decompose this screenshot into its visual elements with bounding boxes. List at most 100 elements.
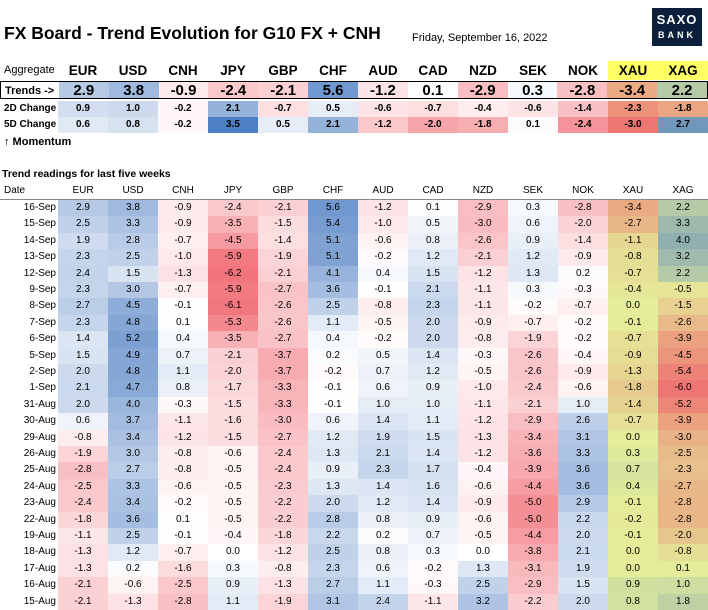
table-row: 16-Sep 2.9 3.8 -0.9 -2.4 -2.1 5.6 -1.2 0.1 -2.9 0.…	[0, 200, 708, 217]
cell-xau: -3.4	[608, 200, 658, 217]
cell-xag: 0.1	[658, 560, 708, 578]
cell-nzd: -2.6	[458, 232, 508, 250]
change-2d-value-xau: -2.3	[608, 101, 658, 117]
aggregate-currency-nzd: NZD	[469, 63, 497, 78]
cell-gbp: -2.7	[258, 282, 308, 299]
table-row: 8-Sep 2.7 4.5 -0.1 -6.1 -2.6 2.5 -0.8 2.3 -1.1 -0.…	[0, 298, 708, 315]
cell-cad: 1.5	[408, 429, 458, 446]
change-5d-value-cad: -2.0	[408, 117, 458, 133]
cell-sek: -3.9	[508, 462, 558, 479]
row-date: 14-Sep	[23, 234, 56, 246]
cell-aud: 1.4	[358, 478, 408, 496]
cell-cad: 0.7	[408, 528, 458, 545]
cell-aud: -0.8	[358, 298, 408, 315]
cell-nok: 2.0	[558, 593, 608, 610]
cell-gbp: -3.3	[258, 380, 308, 397]
cell-gbp: -1.2	[258, 544, 308, 561]
cell-xau: 0.0	[608, 560, 658, 578]
row-date: 19-Aug	[23, 530, 56, 541]
cell-cnh: -1.3	[158, 265, 208, 282]
cell-xau: -0.7	[608, 413, 658, 430]
cell-gbp: -1.8	[258, 528, 308, 545]
column-header-gbp: GBP	[272, 185, 294, 196]
aggregate-currency-xag: XAG	[658, 61, 708, 80]
cell-nok: -0.4	[558, 347, 608, 364]
cell-cnh: 0.1	[158, 511, 208, 528]
cell-cnh: -1.1	[158, 413, 208, 430]
table-row: 29-Aug -0.8 3.4 -1.2 -1.5 -2.7 1.2 1.9 1.5 -1.3 -3…	[0, 429, 708, 446]
cell-jpy: -5.3	[208, 314, 258, 332]
cell-chf: 5.1	[308, 249, 358, 266]
aggregate-label: Aggregate	[4, 64, 55, 76]
cell-cad: 2.0	[408, 331, 458, 348]
cell-chf: 4.1	[308, 265, 358, 282]
cell-xag: 1.8	[658, 593, 708, 610]
cell-nzd: -0.4	[458, 462, 508, 479]
readings-title: Trend readings for last five weeks	[2, 168, 171, 180]
cell-aud: -0.2	[358, 331, 408, 348]
cell-xau: 0.9	[608, 577, 658, 594]
cell-cad: 0.8	[408, 232, 458, 250]
cell-chf: 0.4	[308, 331, 358, 348]
cell-xau: -1.8	[608, 380, 658, 397]
cell-aud: -0.5	[358, 314, 408, 332]
row-date: 8-Sep	[29, 300, 56, 312]
trend-value-aud: -1.2	[358, 82, 408, 99]
change-5d-row: 5D Change 0.6 0.8 -0.2 3.5 0.5 2.1 -1.2 -2.0 -1.…	[0, 117, 708, 133]
cell-eur: 1.5	[58, 347, 108, 364]
cell-nzd: 0.0	[458, 544, 508, 561]
cell-xag: 4.0	[658, 232, 708, 250]
cell-xau: -0.1	[608, 314, 658, 332]
cell-nok: 1.0	[558, 396, 608, 414]
cell-nok: -0.2	[558, 331, 608, 348]
table-row: 1-Sep 2.1 4.7 0.8 -1.7 -3.3 -0.1 0.6 0.9 -1.0 -2.4…	[0, 380, 708, 397]
column-header-jpy: JPY	[223, 185, 243, 196]
cell-eur: -2.4	[58, 495, 108, 512]
cell-jpy: -0.5	[208, 478, 258, 496]
cell-cad: -0.2	[408, 560, 458, 578]
table-row: 7-Sep 2.3 4.8 0.1 -5.3 -2.6 1.1 -0.5 2.0 -0.9 -0.7…	[0, 314, 708, 332]
cell-nzd: -0.9	[458, 495, 508, 512]
cell-nok: -0.9	[558, 249, 608, 266]
cell-nzd: 3.2	[458, 593, 508, 610]
cell-xag: -2.0	[658, 528, 708, 545]
cell-nok: -0.2	[558, 314, 608, 332]
change-2d-value-cad: -0.7	[408, 101, 458, 117]
cell-sek: -5.0	[508, 495, 558, 512]
change-2d-value-eur: 0.9	[58, 101, 108, 117]
cell-nzd: -3.0	[458, 216, 508, 233]
cell-xag: -6.0	[658, 380, 708, 397]
cell-cnh: -0.8	[158, 446, 208, 463]
date-column-header: Date	[4, 185, 26, 196]
cell-cnh: 1.1	[158, 364, 208, 381]
page-title: FX Board - Trend Evolution for G10 FX + …	[4, 23, 381, 43]
cell-aud: 1.0	[358, 396, 408, 414]
cell-usd: 4.0	[108, 396, 158, 414]
cell-xau: -1.4	[608, 396, 658, 414]
cell-nok: 2.0	[558, 528, 608, 545]
cell-nzd: -1.2	[458, 265, 508, 282]
cell-eur: -2.1	[58, 593, 108, 610]
table-row: 31-Aug 2.0 4.0 -0.3 -1.5 -3.3 -0.1 1.0 1.0 -1.1 -2…	[0, 396, 708, 414]
change-2d-label: 2D Change	[4, 103, 57, 114]
cell-aud: 0.8	[358, 511, 408, 528]
cell-cad: 1.7	[408, 462, 458, 479]
cell-sek: -2.6	[508, 364, 558, 381]
cell-aud: 0.6	[358, 560, 408, 578]
row-date: 22-Aug	[23, 513, 56, 525]
cell-cnh: -0.2	[158, 495, 208, 512]
cell-nok: 3.3	[558, 446, 608, 463]
cell-cad: 2.1	[408, 282, 458, 299]
cell-gbp: -2.4	[258, 462, 308, 479]
cell-nok: 1.9	[558, 560, 608, 578]
cell-usd: 3.4	[108, 429, 158, 446]
cell-usd: 4.5	[108, 298, 158, 315]
cell-usd: -1.3	[108, 593, 158, 610]
change-2d-value-sek: -0.6	[508, 101, 558, 117]
cell-xau: -0.8	[608, 249, 658, 266]
trend-value-nok: -2.8	[557, 82, 608, 99]
cell-cad: 0.5	[408, 216, 458, 233]
cell-chf: 3.6	[308, 282, 358, 299]
column-header-nok: NOK	[572, 185, 594, 196]
aggregate-currency-chf: CHF	[319, 63, 347, 78]
